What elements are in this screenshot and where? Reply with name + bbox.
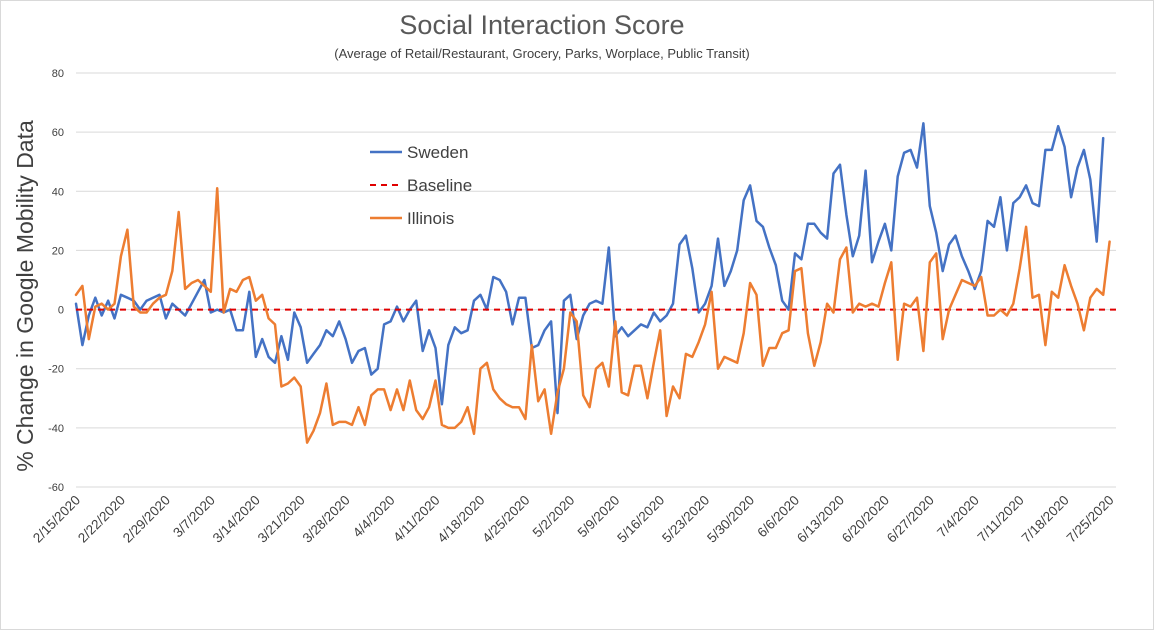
x-tick-label: 4/18/2020 [434, 493, 487, 546]
y-tick-label: 60 [52, 127, 64, 139]
y-tick-label: 20 [52, 245, 64, 257]
y-axis-label: % Change in Google Mobility Data [12, 120, 38, 472]
x-tick-label: 3/14/2020 [210, 493, 263, 546]
x-tick-label: 5/30/2020 [704, 493, 757, 546]
y-tick-label: -60 [48, 482, 64, 494]
y-tick-label: -20 [48, 364, 64, 376]
x-tick-label: 2/15/2020 [30, 493, 83, 546]
x-tick-label: 7/18/2020 [1019, 493, 1072, 546]
x-tick-label: 6/27/2020 [884, 493, 937, 546]
legend: Sweden Baseline Illinois [370, 143, 472, 228]
x-tick-label: 4/11/2020 [390, 493, 442, 545]
gridlines [76, 72, 1116, 488]
y-tick-label: 40 [52, 186, 64, 198]
x-axis-ticks: 2/15/20202/22/20202/29/20203/7/20203/14/… [30, 493, 1117, 546]
x-tick-label: 5/2/2020 [530, 493, 578, 541]
y-axis-ticks: 80 60 40 20 0 -20 -40 -60 [48, 68, 64, 494]
legend-label-illinois: Illinois [407, 209, 454, 228]
series-line-illinois [74, 187, 1111, 444]
x-tick-label: 5/16/2020 [614, 493, 667, 546]
chart-title: Social Interaction Score [399, 10, 684, 40]
y-tick-label: -40 [48, 423, 64, 435]
x-tick-label: 2/22/2020 [75, 493, 128, 546]
x-tick-label: 2/29/2020 [120, 493, 173, 546]
y-tick-label: 80 [52, 68, 64, 80]
x-tick-label: 3/28/2020 [300, 493, 353, 546]
x-tick-label: 3/21/2020 [255, 493, 308, 546]
legend-label-baseline: Baseline [407, 176, 472, 195]
x-tick-label: 4/25/2020 [479, 493, 532, 546]
chart-subtitle: (Average of Retail/Restaurant, Grocery, … [334, 46, 749, 61]
legend-label-sweden: Sweden [407, 143, 468, 162]
x-tick-label: 5/23/2020 [659, 493, 712, 546]
x-tick-label: 7/25/2020 [1064, 493, 1117, 546]
x-tick-label: 6/20/2020 [839, 493, 892, 546]
series-line-sweden [74, 122, 1105, 415]
y-tick-label: 0 [58, 305, 64, 317]
x-tick-label: 6/13/2020 [794, 493, 847, 546]
x-tick-label: 7/11/2020 [974, 493, 1026, 545]
series-lines [74, 122, 1116, 444]
